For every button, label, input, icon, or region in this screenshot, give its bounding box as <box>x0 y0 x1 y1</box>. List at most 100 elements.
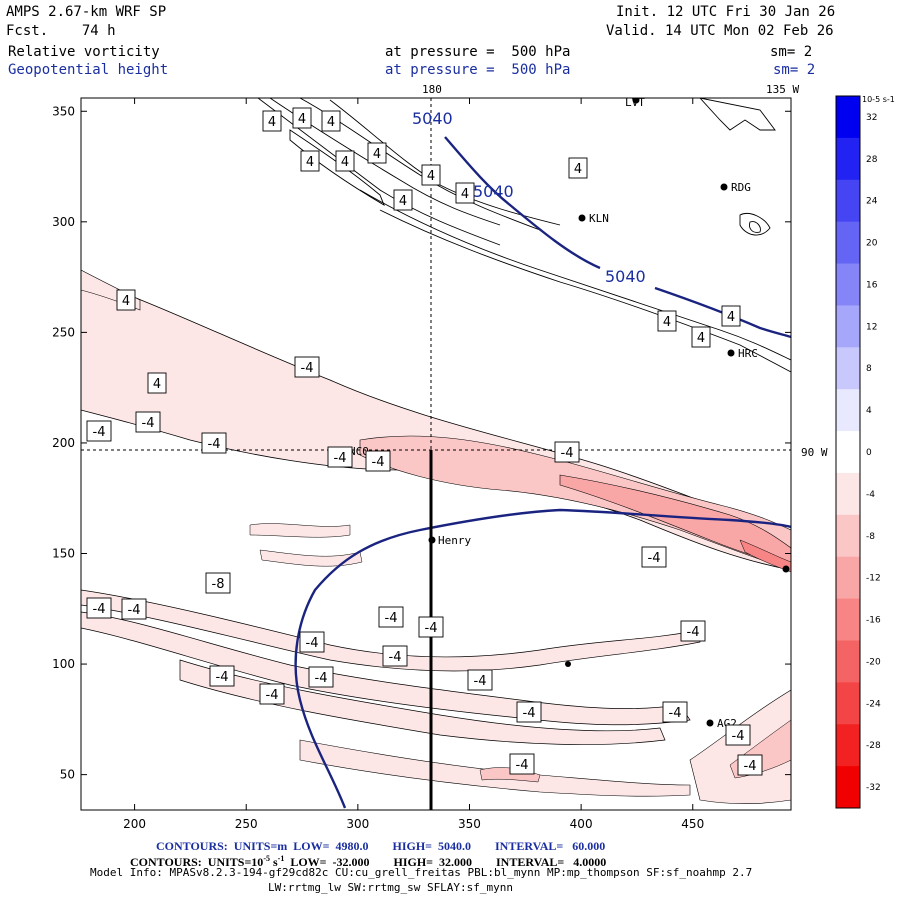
vort-label-box <box>86 597 112 619</box>
vort-band-low1 <box>81 589 701 672</box>
y-tick-label: 100 <box>52 657 75 671</box>
vort-label-box <box>147 372 167 394</box>
field1-level: at pressure = 500 hPa <box>385 44 571 60</box>
colorbar-tick-label: -32 <box>866 783 881 793</box>
x-tick-label: 250 <box>235 817 258 831</box>
vort-label: -4 <box>301 361 314 376</box>
vort-label-box <box>294 356 320 378</box>
height-5040-north <box>444 136 601 270</box>
colorbar-tick-label: -12 <box>866 574 881 584</box>
vort-label: -8 <box>212 577 225 592</box>
vort-label-box <box>378 606 404 628</box>
vort-label-box <box>516 701 542 723</box>
vort-label: -4 <box>732 729 745 744</box>
station-lvt <box>632 98 640 104</box>
colorbar-segment <box>836 96 860 139</box>
vort-label: -4 <box>744 759 757 774</box>
vort-band-low4 <box>299 739 691 797</box>
vort-blob-2 <box>259 549 363 567</box>
vort-label-box <box>421 164 441 186</box>
colorbar-segment <box>836 556 860 600</box>
colorbar-tick-label: 12 <box>866 322 877 332</box>
colorbar-segment <box>836 472 860 516</box>
model-info-physics: LW:rrtmg_lw SW:rrtmg_sw SFLAY:sf_mynn <box>268 881 514 894</box>
colorbar-tick-label: -20 <box>866 657 881 667</box>
vort-label-box <box>121 598 147 620</box>
vort-label: 4 <box>461 187 469 202</box>
vort-label: 4 <box>341 155 349 170</box>
x-tick-label: 400 <box>570 817 593 831</box>
colorbar-tick-label: -8 <box>866 532 875 542</box>
colorbar-tick-label: 24 <box>866 197 878 207</box>
label-hrc: HRC <box>738 347 758 360</box>
vort-label: 4 <box>427 169 435 184</box>
vort-label-box <box>367 142 387 164</box>
vort-label-box <box>86 420 112 442</box>
y-tick-label: 150 <box>52 547 75 561</box>
y-tick-label: 300 <box>52 215 75 229</box>
model-info: Model Info: MPASv8.2.3-194-gf29cd82c CU:… <box>90 866 753 879</box>
colorbar-segment <box>836 137 860 181</box>
vort-label: 4 <box>574 162 582 177</box>
station-rdg <box>720 183 728 191</box>
vort-label: -4 <box>389 650 402 665</box>
vort-label-box <box>467 669 493 691</box>
field1-smoothing: sm= 2 <box>770 44 813 60</box>
vort-label: -4 <box>216 670 229 685</box>
vort-label-box <box>262 110 282 132</box>
vort-label-box <box>657 310 677 332</box>
vort-label: 4 <box>327 115 335 130</box>
vort-label: -4 <box>128 603 141 618</box>
vort-label-box <box>691 326 711 348</box>
vort-label-box <box>365 450 391 472</box>
y-tick-label: 200 <box>52 436 75 450</box>
vort-label-box <box>292 107 312 129</box>
vort-label-box <box>209 665 235 687</box>
vort-label-box <box>201 432 227 454</box>
colorbar-tick-label: 32 <box>866 113 877 123</box>
vort-label-box <box>509 753 535 775</box>
colorbar-segment <box>836 221 860 265</box>
field2-level: at pressure = 500 hPa <box>385 62 571 78</box>
vort-label-box <box>725 724 751 746</box>
colorbar-tick-label: 16 <box>866 280 878 290</box>
colorbar: 10-5 s-1 32 28 24 20 16 12 8 4 0 -4 -8 -12 -16 -20 -24 -… <box>835 95 895 809</box>
colorbar-frame <box>835 95 861 809</box>
x-tick-label: 450 <box>681 817 704 831</box>
x-tick-label: 350 <box>458 817 481 831</box>
positive-vort-contours <box>257 98 791 373</box>
vorticity-shading <box>81 269 791 805</box>
label-nco: NCO <box>349 445 369 458</box>
colorbar-tick-label: 20 <box>866 239 878 249</box>
vort-label: 4 <box>663 315 671 330</box>
vort-label: 4 <box>727 310 735 325</box>
height-5040-north-b <box>654 286 791 339</box>
vort-label: -4 <box>306 636 319 651</box>
valid-time: Valid. 14 UTC Mon 02 Feb 26 <box>606 23 834 39</box>
vort-label: -4 <box>687 625 700 640</box>
height-labels: 5040 5040 5040 <box>412 109 646 286</box>
lat-90-label: 90 W <box>801 446 828 459</box>
colorbar-tick-label: -4 <box>866 490 875 500</box>
vort-label: -4 <box>474 674 487 689</box>
colorbar-segment <box>836 682 860 725</box>
vort-label: -4 <box>561 446 574 461</box>
vort-label: 4 <box>697 331 705 346</box>
lon-135-label: 135 W <box>766 83 799 96</box>
colorbar-tick-label: 28 <box>866 155 878 165</box>
vort-label: -4 <box>142 416 155 431</box>
vort-blob-1 <box>249 523 351 538</box>
vorticity-labels: 4 4 4 4 4 4 4 4 4 4 4 4 4 4 4 -4 -4 -4 -4 -4 -4 -4 -4 -8 -4 -4 -4 -… <box>86 107 763 776</box>
vort-label: -4 <box>93 425 106 440</box>
height-label-2: 5040 <box>473 182 514 201</box>
colorbar-segment <box>836 389 860 432</box>
plot-area: LVT RDG KLN HRC NCO Henry AG2 5040 5040 … <box>81 98 791 810</box>
model-title: AMPS 2.67-km WRF SP <box>6 4 167 20</box>
label-rdg: RDG <box>731 181 751 194</box>
vort-label: 4 <box>373 147 381 162</box>
vort-label: 4 <box>399 194 407 209</box>
vort-label: -4 <box>315 671 328 686</box>
vort-label: 4 <box>298 112 306 127</box>
forecast-hour: Fcst. 74 h <box>6 23 116 39</box>
vort-label: -4 <box>516 758 529 773</box>
